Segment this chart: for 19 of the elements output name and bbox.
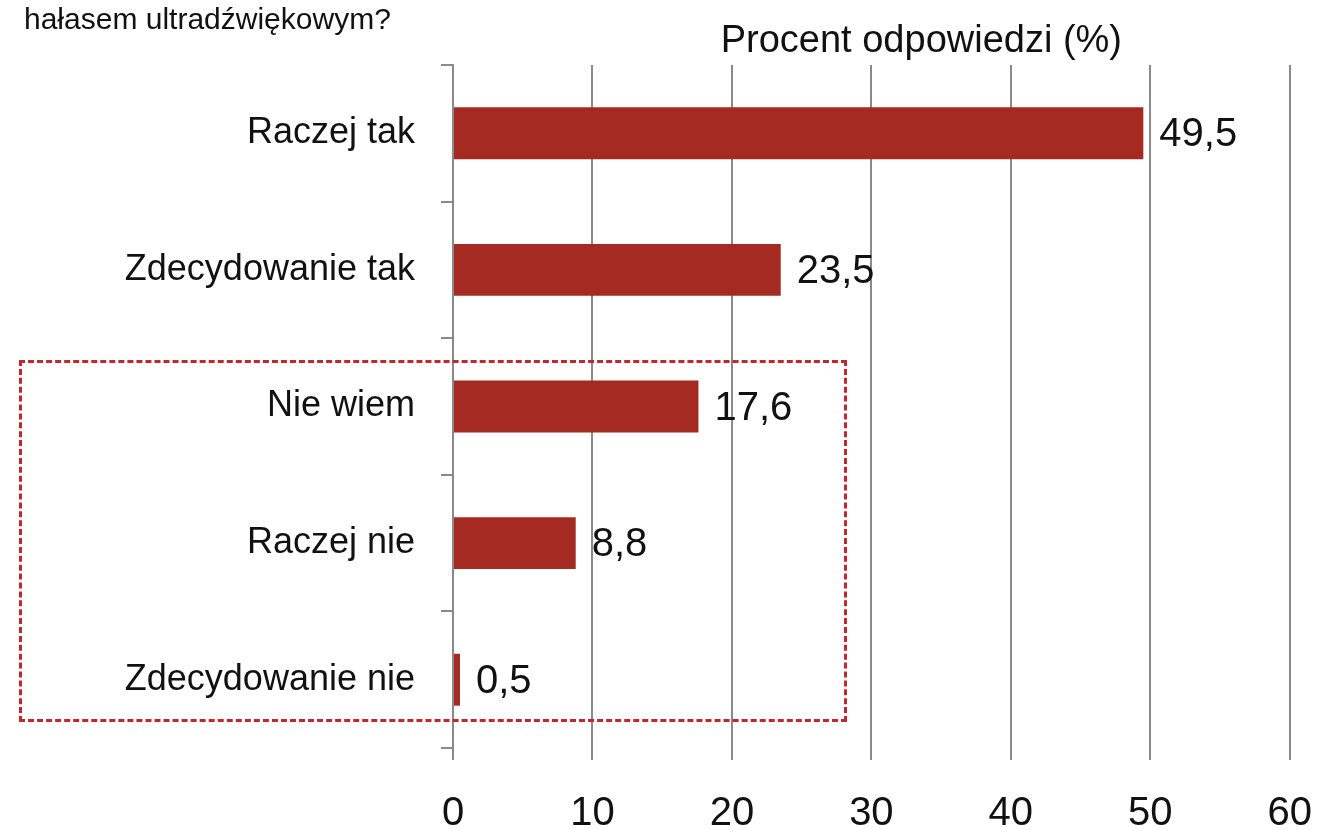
y-tick-label: Raczej tak xyxy=(246,110,416,152)
x-tick-label: 30 xyxy=(849,789,894,830)
x-tick-label: 20 xyxy=(709,789,755,830)
text: hałasem ultradźwiękowym? xyxy=(24,2,391,36)
data-label: 23,5 xyxy=(796,246,875,291)
data-label: 8,8 xyxy=(591,520,648,565)
x-tick-label: 10 xyxy=(570,789,615,830)
y-tick-label: Nie wiem xyxy=(266,383,415,425)
y-tick-label: Raczej nie xyxy=(246,520,415,562)
x-tick-label: 50 xyxy=(1128,789,1173,830)
x-tick-label: 0 xyxy=(441,789,465,830)
x-tick-label: 60 xyxy=(1267,789,1312,830)
data-label: 49,5 xyxy=(1159,110,1238,155)
data-label: 0,5 xyxy=(475,656,532,701)
y-tick-label: Zdecydowanie tak xyxy=(124,246,416,288)
y-tick-label: Zdecydowanie nie xyxy=(124,656,415,698)
x-tick-label: 40 xyxy=(988,789,1034,830)
data-label: 17,6 xyxy=(714,383,793,428)
x-axis-title: Procent odpowiedzi (%) xyxy=(720,18,1123,61)
